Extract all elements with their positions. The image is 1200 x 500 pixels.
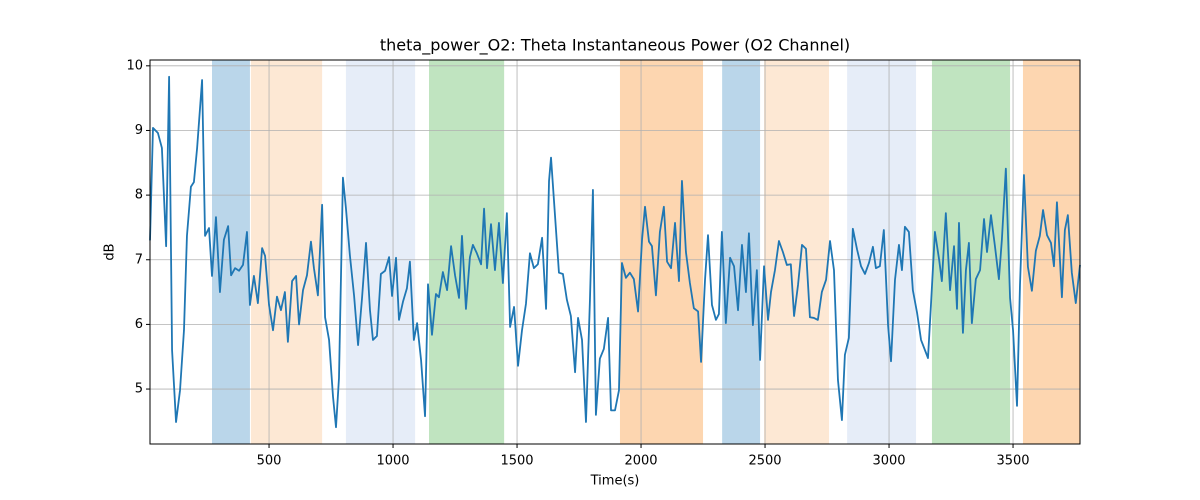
chart-title: theta_power_O2: Theta Instantaneous Powe… xyxy=(380,36,850,56)
x-tick-label: 1500 xyxy=(500,454,533,469)
y-tick-label: 9 xyxy=(135,123,143,138)
shaded-span xyxy=(619,60,704,444)
y-axis-label: dB xyxy=(103,243,118,260)
x-axis-label: Time(s) xyxy=(590,474,640,489)
x-tick-label: 3000 xyxy=(872,454,905,469)
line-layer xyxy=(149,75,1081,429)
y-tick-label: 8 xyxy=(135,188,143,203)
x-tick-label: 1000 xyxy=(376,454,409,469)
x-tick-label: 2500 xyxy=(748,454,781,469)
shaded-span xyxy=(429,60,505,444)
x-tick-label: 3500 xyxy=(996,454,1029,469)
x-tick-label: 500 xyxy=(257,454,282,469)
shaded-span xyxy=(931,60,1011,444)
y-tick-label: 10 xyxy=(126,58,143,73)
y-tick-label: 7 xyxy=(135,252,143,267)
tick-layer: 500 1000 1500 2000 2500 3000 3500 5 6 7 8 9 10 xyxy=(126,58,1029,468)
span-layer xyxy=(212,60,1080,444)
data-line xyxy=(149,75,1081,429)
y-tick-label: 6 xyxy=(135,317,143,332)
x-tick-label: 2000 xyxy=(624,454,657,469)
shaded-span xyxy=(764,60,830,444)
y-tick-label: 5 xyxy=(135,382,143,397)
plot-frame xyxy=(149,59,1081,445)
shaded-span xyxy=(345,60,416,444)
